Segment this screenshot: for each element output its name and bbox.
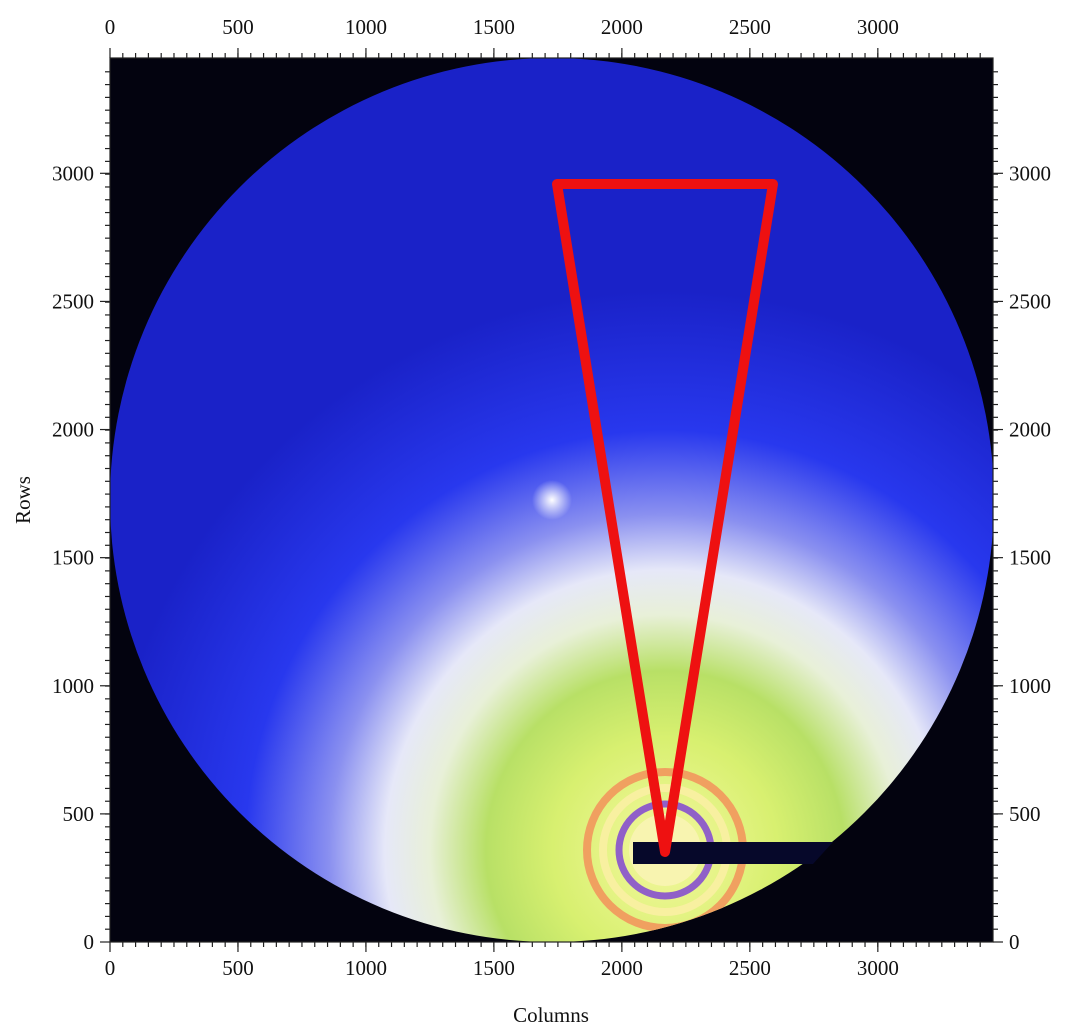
y-tick-label: 0 bbox=[84, 930, 95, 954]
x-tick-label-top: 0 bbox=[105, 15, 116, 39]
y-tick-label-right: 3000 bbox=[1009, 161, 1051, 185]
y-tick-label-right: 0 bbox=[1009, 930, 1020, 954]
y-tick-label-right: 2500 bbox=[1009, 289, 1051, 313]
x-tick-label: 1000 bbox=[345, 956, 387, 980]
plot-frame bbox=[109, 57, 994, 943]
x-tick-label-top: 3000 bbox=[857, 15, 899, 39]
y-axis-label: Rows bbox=[11, 476, 35, 524]
y-tick-label: 1000 bbox=[52, 674, 94, 698]
y-tick-label: 2500 bbox=[52, 289, 94, 313]
x-tick-label-top: 2500 bbox=[729, 15, 771, 39]
y-tick-label: 3000 bbox=[52, 161, 94, 185]
x-axis-label: Columns bbox=[513, 1003, 589, 1027]
y-tick-label-right: 1000 bbox=[1009, 674, 1051, 698]
x-tick-label-top: 1500 bbox=[473, 15, 515, 39]
y-tick-label-right: 1500 bbox=[1009, 546, 1051, 570]
x-tick-label: 2000 bbox=[601, 956, 643, 980]
x-tick-label: 3000 bbox=[857, 956, 899, 980]
x-tick-label: 2500 bbox=[729, 956, 771, 980]
x-tick-label-top: 2000 bbox=[601, 15, 643, 39]
y-tick-label: 2000 bbox=[52, 418, 94, 442]
y-tick-label: 1500 bbox=[52, 546, 94, 570]
x-tick-label: 500 bbox=[222, 956, 254, 980]
y-tick-label-right: 2000 bbox=[1009, 418, 1051, 442]
detector-image bbox=[110, 58, 993, 942]
y-tick-label: 500 bbox=[63, 802, 95, 826]
y-tick-label-right: 500 bbox=[1009, 802, 1041, 826]
x-tick-label: 0 bbox=[105, 956, 116, 980]
x-tick-label-top: 1000 bbox=[345, 15, 387, 39]
x-tick-label-top: 500 bbox=[222, 15, 254, 39]
x-tick-label: 1500 bbox=[473, 956, 515, 980]
